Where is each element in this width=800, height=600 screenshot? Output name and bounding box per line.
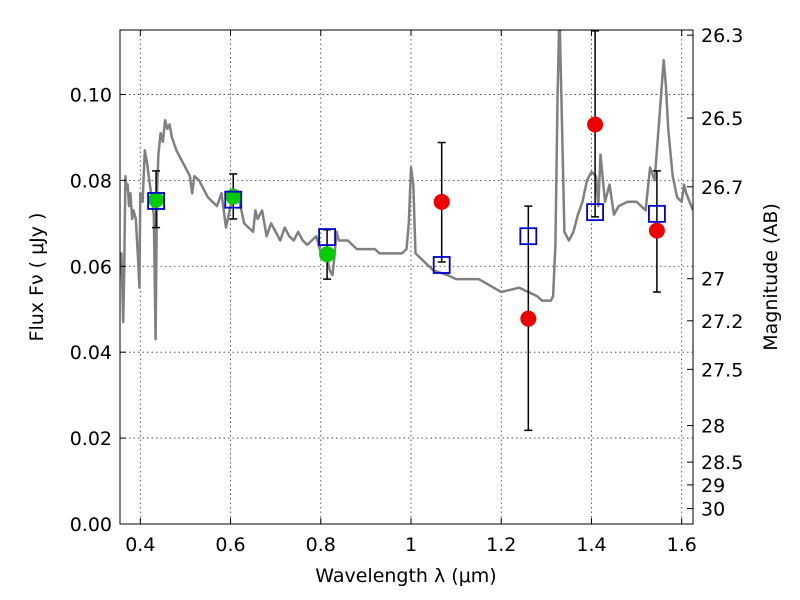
model-point (318, 228, 336, 246)
magnitude-tick-label: 29 (701, 475, 725, 497)
data-point (148, 191, 165, 208)
model-point (432, 256, 451, 274)
model-point (224, 190, 243, 209)
x-axis-ticks: 0.4 0.6 0.8 1 1.2 1.4 1.6 (125, 30, 697, 556)
y-axis-ticks: 0.00 0.02 0.04 0.06 0.08 0.10 (70, 84, 126, 536)
x-tick-label: 0.6 (215, 534, 245, 556)
y-tick-label: 0.02 (70, 428, 112, 450)
magnitude-tick-label: 26.5 (701, 108, 743, 130)
model-points (147, 190, 666, 274)
magnitude-tick-label: 27.5 (701, 359, 743, 381)
error-bars (152, 30, 661, 432)
photometry-points (148, 116, 665, 327)
data-point (520, 310, 537, 327)
x-axis-label: Wavelength λ (μm) (315, 565, 496, 587)
y-tick-label: 0.04 (70, 342, 112, 364)
magnitude-tick-label: 28.5 (701, 452, 743, 474)
x-tick-label: 1 (405, 534, 417, 556)
magnitude-tick-label: 26.7 (701, 177, 743, 199)
y-tick-label: 0.10 (70, 84, 112, 106)
y-tick-label: 0.00 (70, 514, 112, 536)
grid (120, 30, 693, 525)
x-tick-label: 1.6 (667, 534, 697, 556)
model-point (586, 203, 604, 222)
plot-frame (119, 29, 694, 525)
magnitude-tick-label: 30 (701, 499, 725, 521)
y-tick-label: 0.08 (70, 170, 112, 192)
model-point (648, 204, 666, 223)
magnitude-tick-label: 28 (701, 416, 725, 438)
y-axis-label: Flux Fν ( μJy ) (26, 213, 48, 342)
magnitude-tick-label: 27 (701, 269, 725, 291)
model-point (519, 227, 538, 246)
x-tick-label: 0.8 (306, 534, 336, 556)
data-point (319, 246, 336, 263)
model-point (147, 192, 165, 210)
y-tick-label: 0.06 (70, 256, 112, 278)
data-point (433, 193, 450, 210)
data-point (587, 116, 604, 133)
x-tick-label: 0.4 (125, 534, 155, 556)
magnitude-tick-label: 27.2 (701, 311, 743, 333)
x-tick-label: 1.4 (576, 534, 606, 556)
x-tick-label: 1.2 (486, 534, 516, 556)
magnitude-axis-label: Magnitude (AB) (760, 203, 782, 351)
spectrum-line (120, 30, 693, 341)
data-point (648, 222, 665, 239)
magnitude-tick-label: 26.3 (701, 25, 743, 47)
